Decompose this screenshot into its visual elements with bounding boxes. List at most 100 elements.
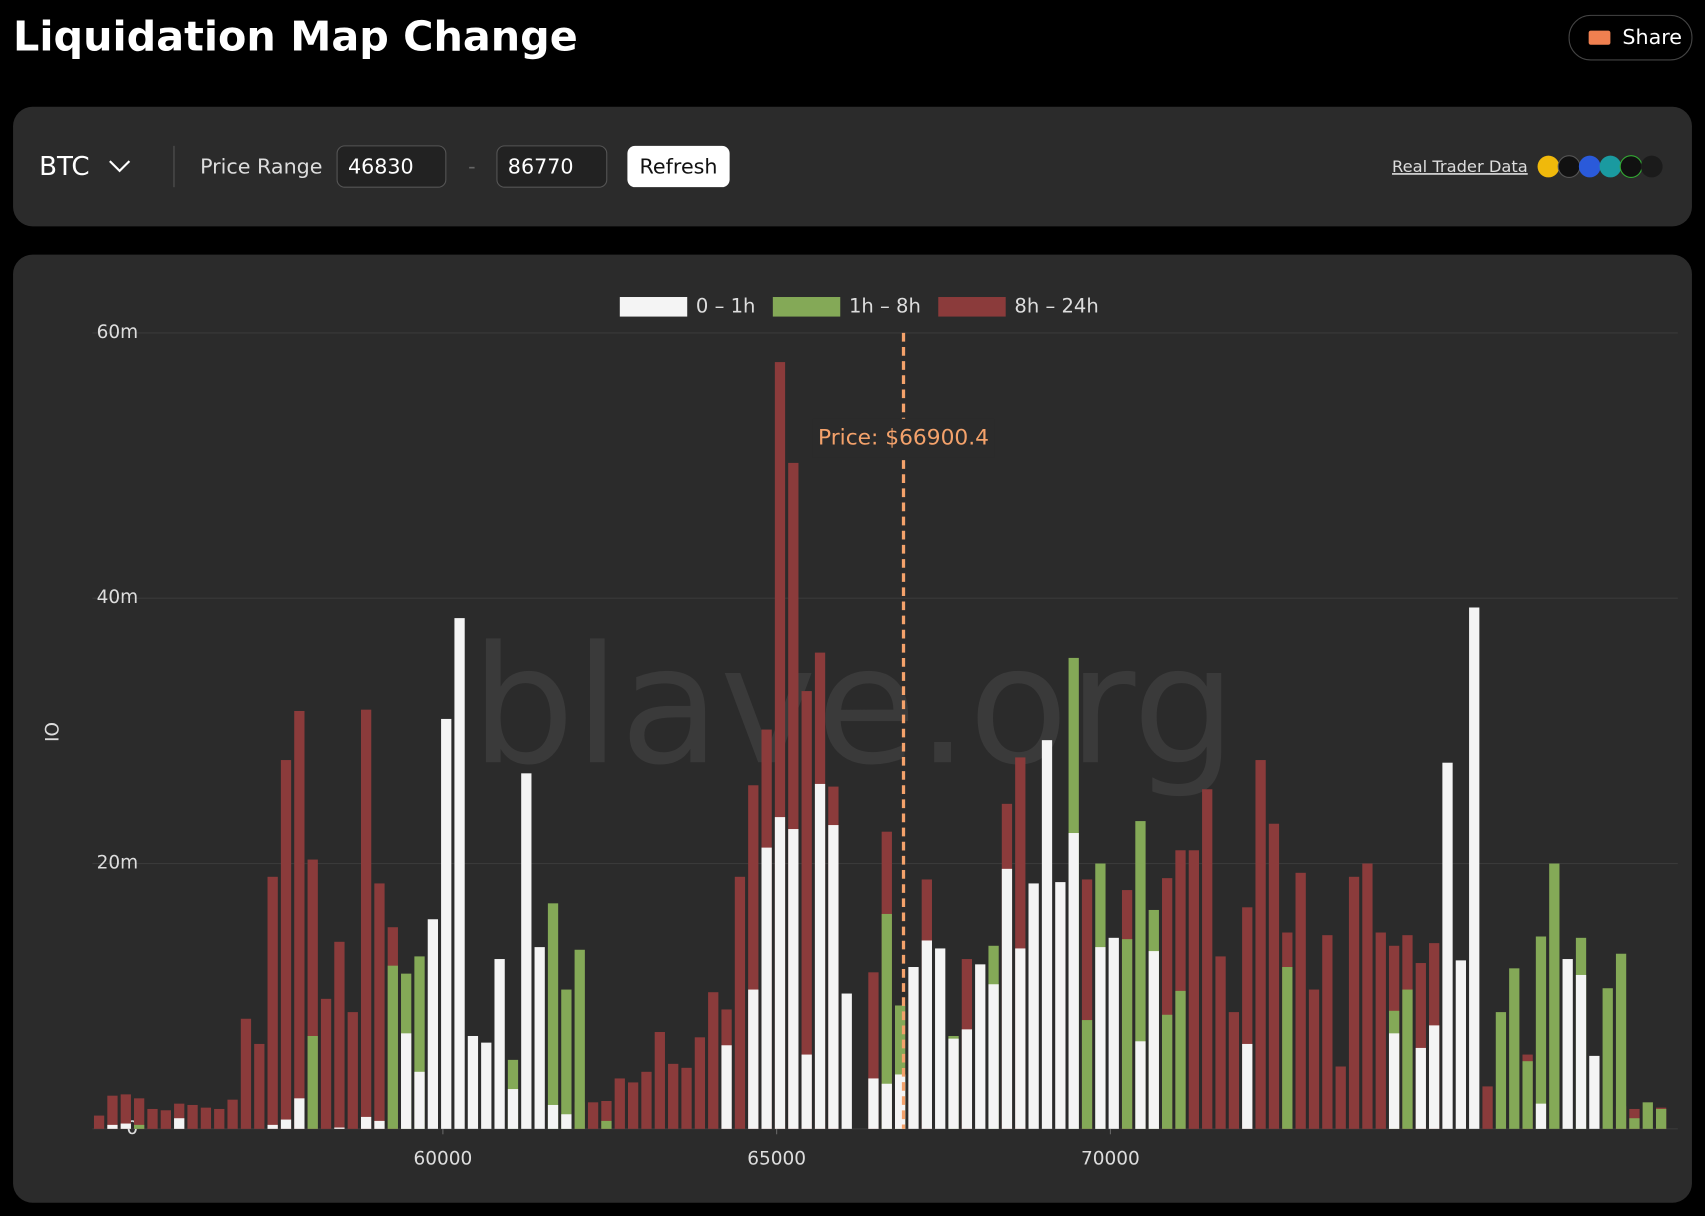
bar bbox=[360, 1116, 372, 1129]
y-tick-label: 20m bbox=[97, 853, 139, 874]
bar bbox=[441, 718, 452, 1129]
bar bbox=[1188, 850, 1199, 1129]
bar bbox=[774, 817, 786, 1129]
controls-panel bbox=[13, 106, 1692, 227]
exchange-icons bbox=[1537, 155, 1663, 178]
bar bbox=[627, 1082, 639, 1129]
bar bbox=[828, 825, 839, 1129]
bar bbox=[1135, 821, 1146, 1129]
bar bbox=[948, 1038, 959, 1129]
bar bbox=[93, 1115, 105, 1129]
bar bbox=[1162, 1014, 1173, 1129]
legend-label: 8h – 24h bbox=[1014, 294, 1098, 317]
bar bbox=[748, 785, 759, 1129]
bar bbox=[1642, 1102, 1653, 1129]
bar bbox=[748, 989, 759, 1129]
bar bbox=[961, 1029, 973, 1129]
bar bbox=[921, 940, 932, 1129]
bar bbox=[761, 847, 772, 1129]
max-input[interactable] bbox=[496, 145, 608, 188]
bar bbox=[401, 1033, 412, 1129]
bar bbox=[561, 1114, 572, 1129]
bar bbox=[721, 1045, 732, 1129]
bar bbox=[1202, 789, 1213, 1129]
bar bbox=[1482, 1086, 1493, 1129]
bar bbox=[561, 989, 572, 1129]
bar bbox=[547, 1104, 559, 1129]
legend-swatch bbox=[619, 297, 688, 317]
max-value[interactable]: 86770 bbox=[508, 155, 574, 179]
bar bbox=[988, 984, 999, 1129]
bar bbox=[467, 1035, 479, 1129]
bar bbox=[280, 760, 292, 1129]
bar bbox=[414, 1071, 425, 1129]
bar bbox=[1495, 1012, 1507, 1129]
bar bbox=[174, 1103, 185, 1129]
bar bbox=[1522, 1061, 1533, 1129]
bar bbox=[1589, 1055, 1600, 1129]
bar bbox=[708, 992, 719, 1129]
bar bbox=[681, 1067, 692, 1129]
bar bbox=[334, 1127, 345, 1129]
bar bbox=[1602, 988, 1613, 1129]
bar bbox=[1575, 974, 1587, 1129]
bar bbox=[294, 710, 305, 1129]
bar bbox=[1015, 757, 1026, 1129]
bar bbox=[654, 1032, 665, 1129]
bar bbox=[107, 1095, 118, 1129]
y-tick-label: 60m bbox=[97, 322, 139, 343]
symbol-select[interactable]: BTC bbox=[39, 152, 90, 182]
bar bbox=[307, 859, 318, 1129]
bar bbox=[895, 1074, 906, 1129]
bar bbox=[1375, 932, 1386, 1129]
bar bbox=[788, 462, 799, 1129]
bar bbox=[1442, 762, 1453, 1129]
bar bbox=[975, 964, 986, 1129]
price-range-label: Price Range bbox=[200, 155, 322, 179]
bar bbox=[1402, 989, 1413, 1129]
bar bbox=[521, 773, 532, 1129]
bar bbox=[1615, 953, 1627, 1129]
bar bbox=[601, 1120, 612, 1129]
dropdown-arrow[interactable] bbox=[109, 160, 131, 173]
bar bbox=[307, 1035, 318, 1129]
bar bbox=[774, 362, 786, 1129]
data-source-link[interactable]: Real Trader Data bbox=[1392, 157, 1528, 176]
bar bbox=[801, 1054, 812, 1129]
share-icon bbox=[1588, 30, 1611, 45]
bar bbox=[1162, 878, 1173, 1129]
min-input[interactable] bbox=[336, 145, 447, 188]
share-button[interactable]: Share bbox=[1568, 14, 1693, 61]
refresh-button[interactable] bbox=[627, 145, 730, 188]
bar bbox=[587, 1102, 599, 1129]
bar bbox=[614, 1078, 625, 1129]
exchange-icon bbox=[1537, 155, 1560, 178]
bar bbox=[427, 919, 439, 1129]
refresh-label[interactable]: Refresh bbox=[640, 155, 718, 179]
bar bbox=[868, 1078, 879, 1129]
y-tick-label: 0 bbox=[126, 1118, 138, 1139]
bar bbox=[1268, 823, 1280, 1129]
exchange-icon bbox=[1578, 155, 1601, 178]
bar bbox=[267, 1124, 278, 1129]
bar bbox=[240, 1018, 252, 1129]
bar bbox=[1081, 1020, 1093, 1129]
bar bbox=[1455, 960, 1467, 1129]
bar bbox=[414, 956, 425, 1129]
bar bbox=[200, 1107, 212, 1129]
bar bbox=[160, 1110, 171, 1129]
y-tick-label: 40m bbox=[97, 587, 139, 608]
exchange-icon bbox=[1640, 155, 1663, 178]
bar bbox=[534, 947, 545, 1129]
share-label[interactable]: Share bbox=[1622, 25, 1682, 49]
bar bbox=[494, 959, 505, 1129]
exchange-icon bbox=[1599, 155, 1622, 178]
bar bbox=[841, 993, 852, 1129]
y-axis-label: OI bbox=[40, 722, 61, 742]
bar bbox=[895, 1005, 906, 1129]
share-button-bg[interactable] bbox=[1568, 14, 1693, 61]
min-value[interactable]: 46830 bbox=[348, 155, 414, 179]
bar bbox=[134, 1124, 145, 1129]
bar bbox=[454, 618, 465, 1129]
